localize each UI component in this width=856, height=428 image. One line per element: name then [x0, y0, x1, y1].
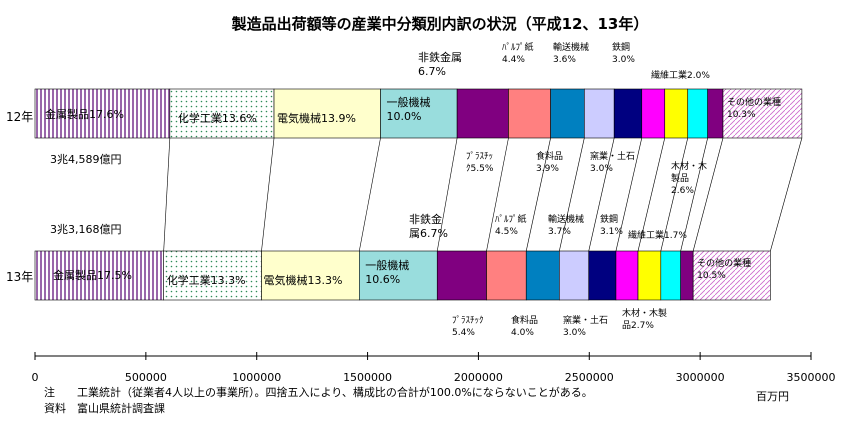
bar-segment: [436, 250, 487, 301]
total-label-13: 3兆3,168億円: [50, 223, 122, 236]
bar-segment: [707, 88, 724, 139]
x-tick-label: 3000000: [676, 371, 725, 384]
segment-label: 一般機械 10.6%: [365, 258, 409, 286]
segment-label: 金属製品17.5%: [53, 268, 132, 282]
bar-segment: [359, 250, 438, 301]
segment-label: ﾊﾟﾙﾌﾟ紙 4.5%: [495, 213, 527, 237]
connector-line: [559, 137, 585, 252]
segment-label: ﾊﾟﾙﾌﾟ紙 4.4%: [502, 41, 534, 65]
bar-segment: [508, 88, 551, 139]
row-label-12: 12年: [6, 110, 33, 124]
x-tick-label: 2500000: [565, 371, 614, 384]
connector-line: [359, 137, 381, 252]
bar-segment: [559, 250, 590, 301]
bar-segment: [613, 88, 643, 139]
bar-segment: [550, 88, 585, 139]
segment-label: 繊維工業1.7%: [628, 229, 687, 241]
bar-segment: [588, 250, 617, 301]
chart-title: 製造品出荷額等の産業中分類別内訳の状況（平成12、13年）: [231, 15, 649, 33]
segment-label: 鉄鋼 3.1%: [600, 213, 623, 237]
bar-segment: [261, 250, 360, 301]
connector-line: [680, 137, 708, 252]
note-line: 注 工業統計（従業者4人以上の事業所）。四捨五入により、構成比の合計が100.0…: [44, 385, 593, 399]
segment-label: 輸送機械 3.7%: [548, 213, 584, 237]
segment-label: 食料品 4.0%: [511, 314, 538, 338]
bar-segment: [641, 88, 666, 139]
total-label-12: 3兆4,589億円: [50, 153, 122, 166]
bar-segment: [687, 88, 708, 139]
segment-label: 一般機械 10.0%: [387, 95, 431, 123]
segment-labels: 金属製品17.6% 化学工業13.6% 電気機械13.9% 一般機械 10.0% 非鉄金属…: [45, 41, 781, 338]
segment-label: 木材・木製品 2.6%: [671, 160, 707, 196]
bar-segment: [680, 250, 694, 301]
x-axis-unit: 百万円: [756, 390, 789, 403]
bar-segment: [664, 88, 689, 139]
bar-segment: [34, 250, 164, 301]
segment-label: 金属製品17.6%: [45, 107, 124, 121]
connector-line: [436, 137, 458, 252]
segment-label: 食料品 3.9%: [536, 150, 563, 174]
bar-segment: [273, 88, 381, 139]
bar-segment: [456, 88, 509, 139]
row-label-13: 13年: [6, 270, 33, 284]
segment-label: ﾌﾟﾗｽﾁｯｸ 5.4%: [452, 315, 484, 338]
connector-line: [163, 137, 171, 252]
connector-line: [615, 137, 643, 252]
x-tick-label: 1000000: [232, 371, 281, 384]
segment-label: その他の業種 10.3%: [727, 96, 781, 120]
connector-line: [486, 137, 509, 252]
segment-label: 繊維工業2.0%: [651, 69, 710, 81]
bar-segment: [722, 88, 803, 139]
bar-segment: [660, 250, 681, 301]
connector-line: [525, 137, 551, 252]
segment-label: 非鉄金属6.7%: [409, 212, 448, 240]
bar-segment: [692, 250, 771, 301]
bar-segment: [486, 250, 527, 301]
connector-line: [770, 137, 803, 252]
connector-line: [588, 137, 615, 252]
x-axis: 0 500000 1000000 1500000 2000000 2500000 30000…: [32, 352, 836, 384]
bar-segment: [163, 250, 262, 301]
bar-segment: [584, 88, 615, 139]
x-tick-label: 0: [32, 371, 39, 384]
bar-segments: [34, 88, 803, 301]
segment-label: 木材・木製品2.7%: [622, 307, 667, 331]
segment-label: 窯業・土石 3.0%: [590, 150, 635, 174]
x-tick-label: 500000: [125, 371, 167, 384]
segment-label: 鉄鋼 3.0%: [612, 41, 635, 65]
segment-label: 電気機械13.3%: [263, 273, 342, 287]
x-tick-label: 1500000: [343, 371, 392, 384]
segment-label: 化学工業13.3%: [167, 273, 246, 287]
segment-label: 窯業・土石 3.0%: [563, 314, 608, 338]
connector-line: [660, 137, 689, 252]
connector-lines: [163, 137, 803, 252]
bar-segment: [637, 250, 662, 301]
segment-label: その他の業種 10.5%: [697, 257, 751, 281]
x-tick-label: 2000000: [454, 371, 503, 384]
bar-segment: [525, 250, 560, 301]
segment-label: ﾌﾟﾗｽﾁｯｸ5.5%: [466, 151, 494, 174]
connector-line: [261, 137, 275, 252]
connector-line: [637, 137, 666, 252]
connector-line: [692, 137, 724, 252]
segment-label: 輸送機械 3.6%: [553, 41, 589, 65]
source-line: 資料 富山県統計調査課: [44, 401, 165, 415]
segment-label: 化学工業13.6%: [178, 111, 257, 125]
bar-segment: [615, 250, 639, 301]
segment-label: 電気機械13.9%: [277, 111, 356, 125]
x-tick-label: 3500000: [787, 371, 836, 384]
